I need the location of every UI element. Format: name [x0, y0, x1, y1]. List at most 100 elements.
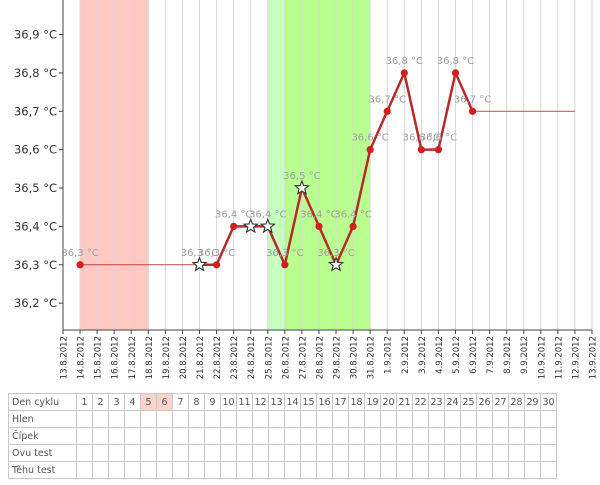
table-cell: [300, 410, 317, 428]
data-label: 36,7 °C: [369, 94, 406, 105]
day-number: 23: [428, 393, 445, 411]
data-label: 36,4 °C: [300, 209, 337, 220]
table-cell: [492, 427, 509, 445]
table-cell: [380, 410, 397, 428]
table-cell: [316, 427, 333, 445]
data-label: 36,8 °C: [437, 56, 474, 67]
table-cell: [508, 444, 525, 462]
data-point: [315, 222, 323, 230]
table-cell: [252, 410, 269, 428]
table-cell: [364, 410, 381, 428]
table-cell: [172, 427, 189, 445]
table-row: Čípek: [8, 427, 557, 445]
series-segment: [266, 225, 287, 267]
data-point: [366, 146, 374, 154]
day-number: 24: [444, 393, 461, 411]
y-tick-label: 36,9 °C: [14, 28, 57, 42]
table-cell: [188, 461, 205, 479]
table-cell: [220, 427, 237, 445]
table-cell: [492, 410, 509, 428]
data-label: 36,3 °C: [317, 248, 354, 259]
day-number: 15: [300, 393, 317, 411]
table-cell: [332, 444, 349, 462]
day-number: 26: [476, 393, 493, 411]
table-cell: [76, 410, 93, 428]
band-fertile-peak: [284, 0, 371, 330]
day-number: 8: [188, 393, 205, 411]
x-tick-label: 13.8.2012: [60, 336, 70, 379]
table-cell: [460, 461, 477, 479]
data-label: 36,5 °C: [283, 171, 320, 182]
data-point: [468, 107, 477, 115]
data-label: 36,3 °C: [198, 248, 235, 259]
table-cell: [412, 427, 429, 445]
x-tick-label: 29.8.2012: [333, 336, 343, 379]
table-cell: [300, 427, 317, 445]
row-label: Ovu test: [8, 444, 77, 462]
table-cell: [156, 410, 173, 428]
x-tick-label: 30.8.2012: [350, 336, 360, 379]
table-cell: [508, 427, 525, 445]
table-cell: [76, 461, 93, 479]
row-label: Těhu test: [8, 461, 77, 479]
table-row: Den cyklu 1 2 3 4 5 6 7 8 9 10 11 12 13 14 15 16 17 18 19 20…: [8, 393, 557, 411]
y-tick-label: 36,4 °C: [14, 219, 57, 233]
table-cell: [444, 461, 461, 479]
day-number: 18: [348, 393, 365, 411]
table-cell: [204, 461, 221, 479]
table-cell: [92, 444, 109, 462]
table-cell: [300, 444, 317, 462]
table-cell: [236, 444, 253, 462]
table-cell: [156, 427, 173, 445]
x-tick-label: 19.8.2012: [162, 336, 172, 379]
x-tick-label: 22.8.2012: [213, 336, 223, 379]
table-cell: [236, 461, 253, 479]
table-cell: [236, 427, 253, 445]
table-cell: [332, 461, 349, 479]
x-tick-label: 4.9.2012: [435, 336, 445, 374]
row-label: Čípek: [8, 427, 77, 445]
star-marker: [327, 256, 345, 272]
day-number: 22: [412, 393, 429, 411]
day-number: 7: [172, 393, 189, 411]
day-number: 6: [156, 393, 173, 411]
table-cell: [76, 427, 93, 445]
x-tick-label: 21.8.2012: [196, 336, 206, 379]
day-number: 29: [524, 393, 541, 411]
x-tick-label: 9.9.2012: [520, 336, 530, 374]
table-cell: [476, 461, 493, 479]
table-cell: [108, 444, 125, 462]
table-cell: [140, 461, 157, 479]
x-tick-label: 23.8.2012: [230, 336, 240, 379]
data-label: 36,4 °C: [249, 209, 286, 220]
x-tick-label: 31.8.2012: [367, 336, 377, 379]
table-cell: [332, 427, 349, 445]
series-segment: [300, 186, 321, 228]
series-segment: [283, 186, 304, 267]
x-tick-label: 17.8.2012: [128, 336, 138, 379]
day-number: 17: [332, 393, 349, 411]
temperature-chart: 36,2 °C 36,3 °C 36,4 °C 36,5 °C 36,6 °C 36,7 …: [14, 0, 599, 379]
table-cell: [396, 461, 413, 479]
data-point: [451, 69, 460, 77]
row-label: Hlen: [8, 410, 77, 428]
x-tick-label: 18.8.2012: [145, 336, 155, 379]
data-point: [434, 146, 443, 154]
day-number: 1: [76, 393, 93, 411]
data-point: [400, 69, 408, 77]
data-point: [383, 107, 391, 115]
table-cell: [156, 461, 173, 479]
table-cell: [108, 410, 125, 428]
table-cell: [476, 427, 493, 445]
table-cell: [284, 410, 301, 428]
x-tick-label: 2.9.2012: [401, 336, 411, 374]
data-point: [417, 146, 425, 154]
x-tick-label: 25.8.2012: [264, 336, 274, 379]
series-segment: [454, 71, 474, 113]
table-cell: [508, 410, 525, 428]
x-tick-label: 6.9.2012: [469, 336, 479, 374]
table-cell: [380, 427, 397, 445]
x-tick-label: 28.8.2012: [315, 336, 325, 379]
day-number: 19: [364, 393, 381, 411]
series-segment: [385, 71, 406, 113]
